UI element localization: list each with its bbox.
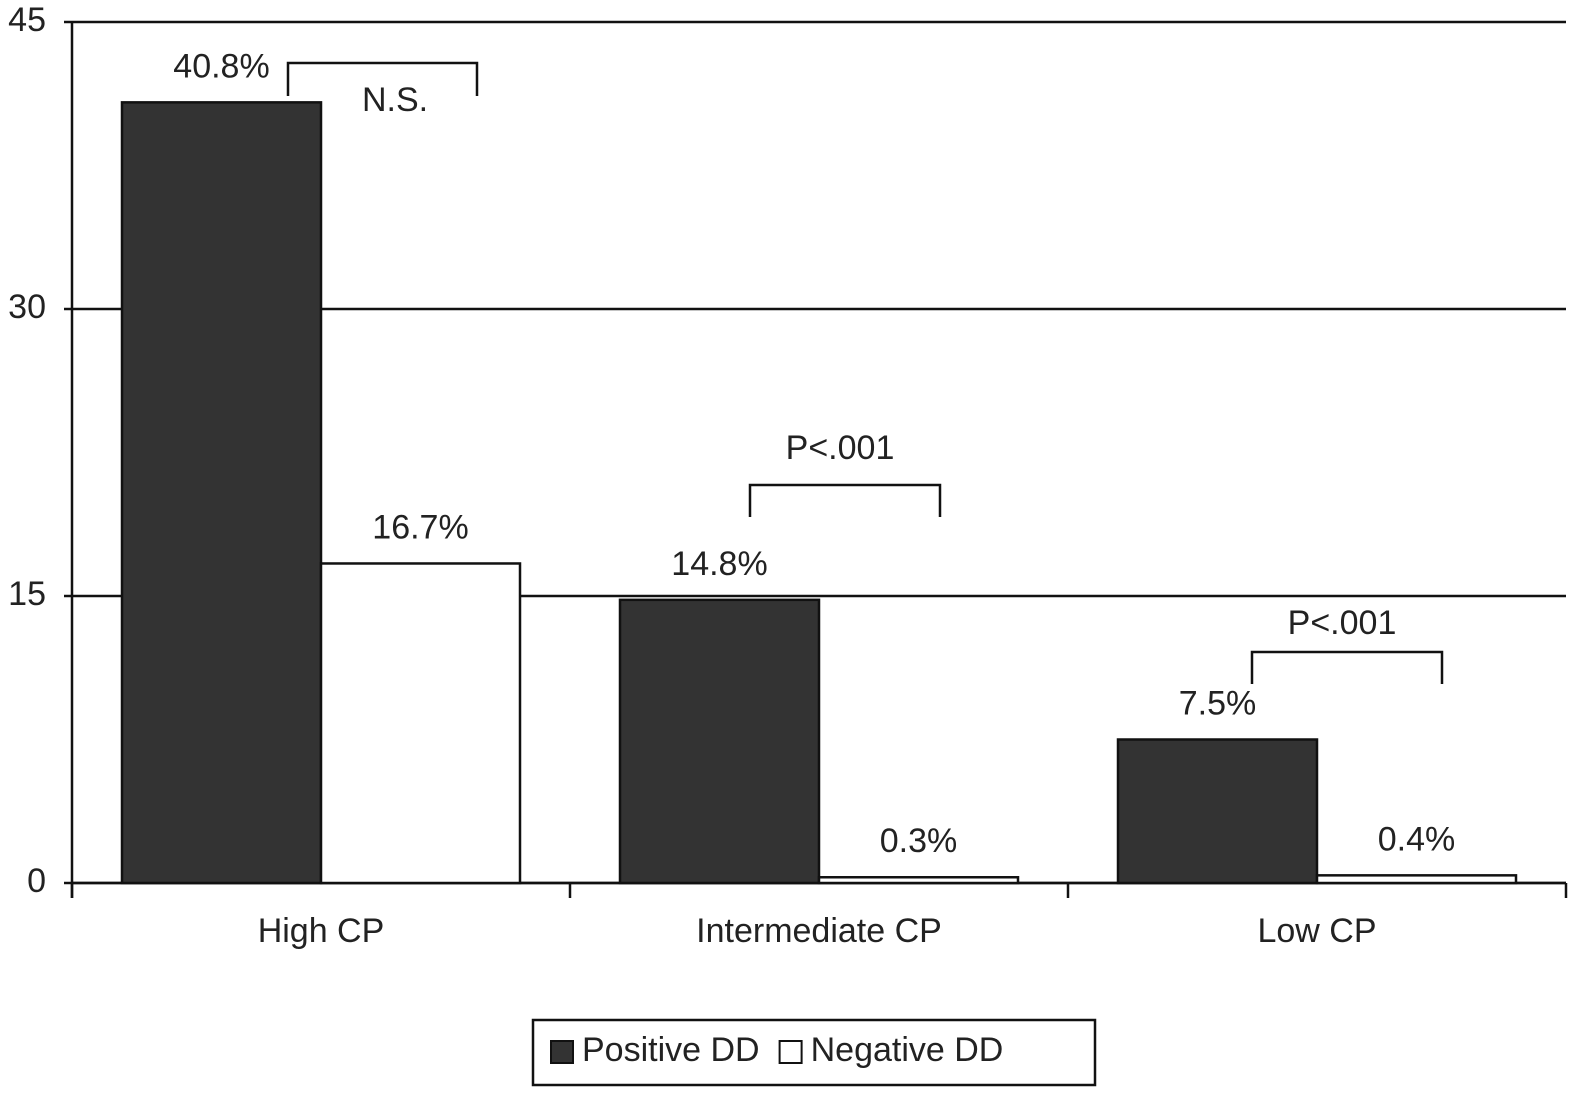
value-label: 7.5% [1179, 684, 1257, 722]
legend-swatch [778, 1040, 803, 1064]
y-tick-label: 15 [8, 575, 46, 613]
bar [1116, 738, 1319, 885]
legend-label: Negative DD [811, 1031, 1004, 1069]
annotation: P<.001 [786, 429, 895, 467]
x-tick-label: High CP [258, 912, 385, 950]
bar [120, 101, 323, 885]
bracket [748, 483, 942, 517]
y-tick-label: 45 [8, 1, 46, 39]
bracket [286, 61, 479, 96]
value-label: 0.4% [1378, 820, 1456, 858]
annotation: P<.001 [1288, 604, 1397, 642]
bar [618, 598, 821, 885]
bracket [1250, 650, 1444, 684]
y-tick-label: 0 [27, 862, 46, 900]
legend-label: Positive DD [582, 1031, 760, 1069]
value-label: 0.3% [880, 822, 958, 860]
legend-box [531, 1018, 1097, 1087]
annotation: N.S. [362, 81, 428, 119]
value-label: 40.8% [173, 47, 269, 85]
bar [1315, 874, 1518, 885]
x-tick-label: Low CP [1257, 912, 1376, 950]
value-label: 16.7% [372, 508, 468, 546]
bar [319, 562, 522, 885]
legend-swatch [550, 1040, 574, 1064]
x-tick-label: Intermediate CP [696, 912, 942, 950]
y-tick-label: 30 [8, 288, 46, 326]
bar [817, 876, 1020, 885]
value-label: 14.8% [671, 545, 767, 583]
